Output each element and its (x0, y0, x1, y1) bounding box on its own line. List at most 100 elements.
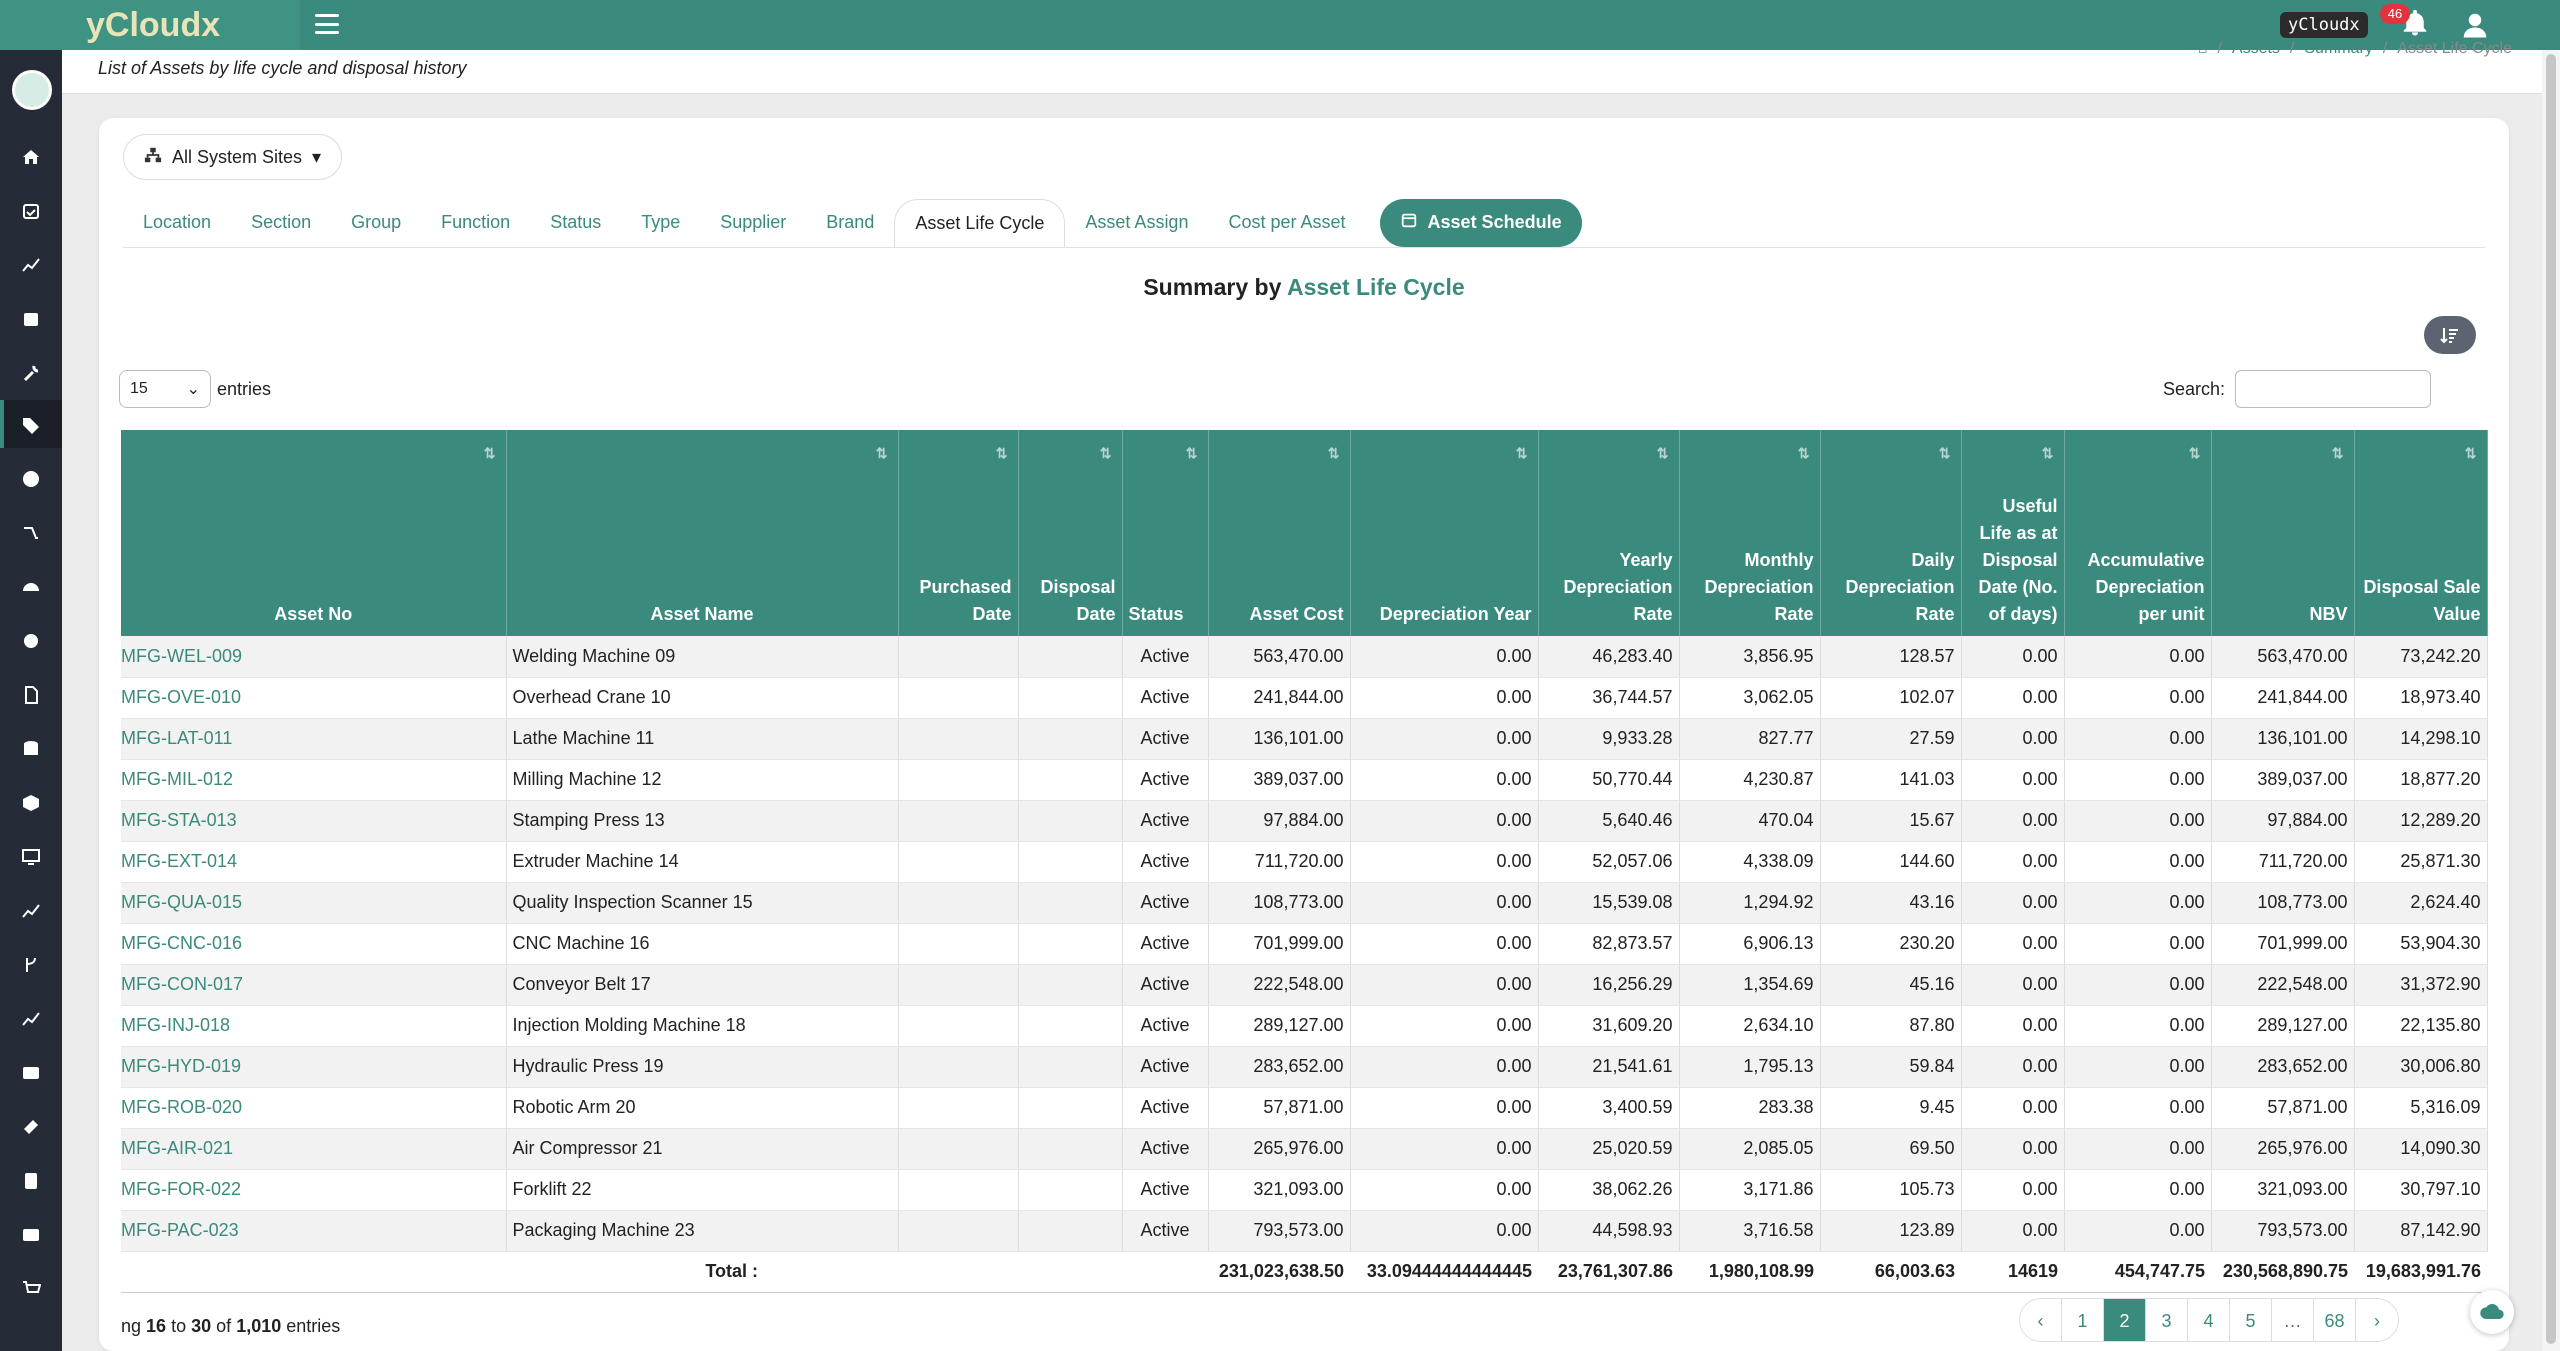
branch-icon[interactable] (20, 954, 42, 976)
page-button[interactable]: 5 (2230, 1299, 2272, 1341)
page-button[interactable]: 1 (2062, 1299, 2104, 1341)
trend-icon[interactable] (20, 900, 42, 922)
table-row: MFG-EXT-014 Extruder Machine 14 Active 711,… (121, 841, 2488, 883)
cart-icon[interactable] (20, 1278, 42, 1300)
tab-brand[interactable]: Brand (826, 212, 875, 232)
column-header[interactable]: ⇅ Disposal Date (1018, 430, 1123, 636)
tab-supplier[interactable]: Supplier (720, 212, 787, 232)
column-header[interactable]: ⇅ Asset Name (506, 430, 899, 636)
table-cell: 30,797.10 (2354, 1169, 2488, 1211)
sort-icon[interactable] (2424, 316, 2476, 354)
table-cell (1018, 1128, 1123, 1170)
document-icon[interactable] (20, 684, 42, 706)
globe-icon[interactable] (20, 468, 42, 490)
asset-no-link[interactable]: MFG-AIR-021 (121, 1128, 507, 1170)
tab-asset-assign[interactable]: Asset Assign (1085, 212, 1189, 232)
column-header[interactable]: ⇅ Status (1122, 430, 1209, 636)
asset-no-link[interactable]: MFG-MIL-012 (121, 759, 507, 801)
totals-empty (898, 1251, 1018, 1293)
search-input[interactable] (2235, 370, 2431, 408)
asset-no-link[interactable]: MFG-QUA-015 (121, 882, 507, 924)
table-cell (1018, 841, 1123, 883)
asset-no-link[interactable]: MFG-CNC-016 (121, 923, 507, 965)
tab-status[interactable]: Status (550, 212, 602, 232)
column-header[interactable]: ⇅ Accumulative Depreciation per unit (2064, 430, 2212, 636)
chevron-right-icon[interactable]: › (2374, 1310, 2380, 1331)
page-button[interactable]: 68 (2314, 1299, 2356, 1341)
scrollbar-thumb[interactable] (2546, 54, 2556, 1344)
chart-line-icon[interactable] (20, 254, 42, 276)
table-cell: 0.00 (1350, 759, 1539, 801)
column-header[interactable]: ⇅ Monthly Depreciation Rate (1679, 430, 1821, 636)
menu-toggle-icon[interactable] (312, 10, 342, 38)
asset-no-link[interactable]: MFG-FOR-022 (121, 1169, 507, 1211)
database-icon[interactable] (20, 738, 42, 760)
tab-section[interactable]: Section (251, 212, 312, 232)
column-header[interactable]: ⇅ Depreciation Year (1350, 430, 1539, 636)
sites-dropdown[interactable]: All System Sites ▾ (123, 134, 343, 180)
column-header[interactable]: ⇅ Daily Depreciation Rate (1820, 430, 1962, 636)
table-cell: 0.00 (1961, 1128, 2065, 1170)
page-button[interactable]: 2 (2104, 1299, 2146, 1341)
asset-no-link[interactable]: MFG-STA-013 (121, 800, 507, 842)
dashboard-icon[interactable] (20, 576, 42, 598)
table-cell: Stamping Press 13 (506, 800, 899, 842)
asset-no-link[interactable]: MFG-PAC-023 (121, 1210, 507, 1252)
table-cell (898, 1128, 1019, 1170)
brand-logo[interactable]: yCloudx (0, 0, 300, 50)
column-header[interactable]: ⇅ Asset No (121, 430, 507, 636)
asset-no-link[interactable]: MFG-INJ-018 (121, 1005, 507, 1047)
calendar-icon[interactable] (20, 308, 42, 330)
column-header[interactable]: ⇅ Yearly Depreciation Rate (1538, 430, 1680, 636)
home-icon[interactable] (20, 146, 42, 168)
top-bar: yCloudx yCloudx 46 (0, 0, 2560, 50)
wrench-icon[interactable] (20, 362, 42, 384)
column-header-label: Useful Life as at Disposal Date (No. of … (1978, 496, 2058, 624)
sidebar-logo[interactable] (12, 70, 52, 110)
sort-arrows-icon: ⇅ (995, 445, 1008, 461)
asset-no-link[interactable]: MFG-OVE-010 (121, 677, 507, 719)
asset-no-link[interactable]: MFG-EXT-014 (121, 841, 507, 883)
calendar-check-icon[interactable] (20, 200, 42, 222)
chevron-left-icon[interactable]: ‹ (2020, 1299, 2062, 1341)
id-card-icon[interactable] (20, 1062, 42, 1084)
breadcrumb-summary[interactable]: Summary (2304, 40, 2373, 57)
sort-arrows-icon: ⇅ (2188, 445, 2201, 461)
asset-no-link[interactable]: MFG-ROB-020 (121, 1087, 507, 1129)
asset-no-link[interactable]: MFG-CON-017 (121, 964, 507, 1006)
sort-arrows-icon: ⇅ (2331, 445, 2344, 461)
tab-asset-schedule[interactable]: Asset Schedule (1379, 198, 1582, 247)
tab-location[interactable]: Location (143, 212, 212, 232)
column-header[interactable]: ⇅ Asset Cost (1208, 430, 1351, 636)
page-button[interactable]: 3 (2146, 1299, 2188, 1341)
column-header[interactable]: ⇅ NBV (2211, 430, 2355, 636)
tab-cost-per-asset[interactable]: Cost per Asset (1228, 212, 1346, 232)
tab-type[interactable]: Type (641, 212, 681, 232)
ticket-icon[interactable] (20, 1116, 42, 1138)
page-button[interactable]: 4 (2188, 1299, 2230, 1341)
tab-group[interactable]: Group (351, 212, 402, 232)
monitor-icon[interactable] (20, 846, 42, 868)
contact-card-icon[interactable] (20, 1224, 42, 1246)
analytics-icon[interactable] (20, 1008, 42, 1030)
page-length-select[interactable]: 15 ⌄ (119, 370, 211, 408)
user-icon[interactable] (2460, 10, 2490, 40)
asset-no-link[interactable]: MFG-LAT-011 (121, 718, 507, 760)
asset-no-link[interactable]: MFG-HYD-019 (121, 1046, 507, 1088)
column-header[interactable]: ⇅ Purchased Date (898, 430, 1019, 636)
breadcrumb-assets[interactable]: Assets (2231, 40, 2280, 57)
home-icon[interactable]: ⌂ (2197, 40, 2208, 57)
asset-no-link[interactable]: MFG-WEL-009 (121, 636, 507, 678)
table-cell: 0.00 (2064, 1087, 2212, 1129)
tab-function[interactable]: Function (441, 212, 511, 232)
box-icon[interactable] (20, 792, 42, 814)
tab-asset-life-cycle[interactable]: Asset Life Cycle (894, 198, 1066, 247)
column-header[interactable]: ⇅ Disposal Sale Value (2354, 430, 2488, 636)
calendar-icon (1400, 211, 1418, 234)
cloud-help-icon[interactable] (2470, 1290, 2514, 1334)
tag-icon[interactable] (20, 414, 42, 436)
column-header[interactable]: ⇅ Useful Life as at Disposal Date (No. of… (1961, 430, 2065, 636)
flow-icon[interactable] (20, 522, 42, 544)
badge-icon[interactable] (20, 1170, 42, 1192)
gear-icon[interactable] (20, 630, 42, 652)
